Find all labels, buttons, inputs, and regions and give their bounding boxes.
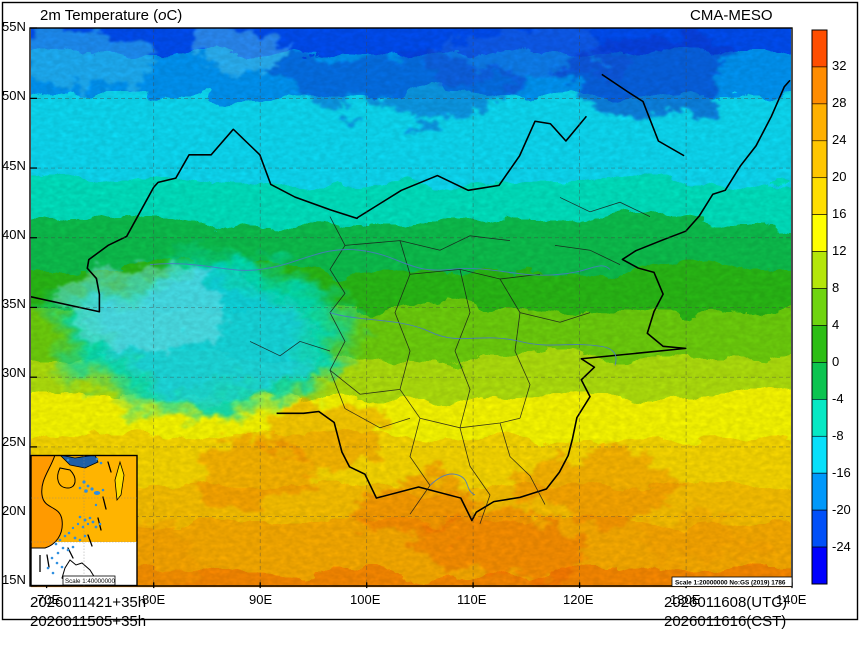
svg-text:Scale 1:20000000 No:GS (2019): Scale 1:20000000 No:GS (2019) 1786: [675, 579, 786, 586]
svg-text:Scale 1:40000000: Scale 1:40000000: [65, 578, 115, 585]
